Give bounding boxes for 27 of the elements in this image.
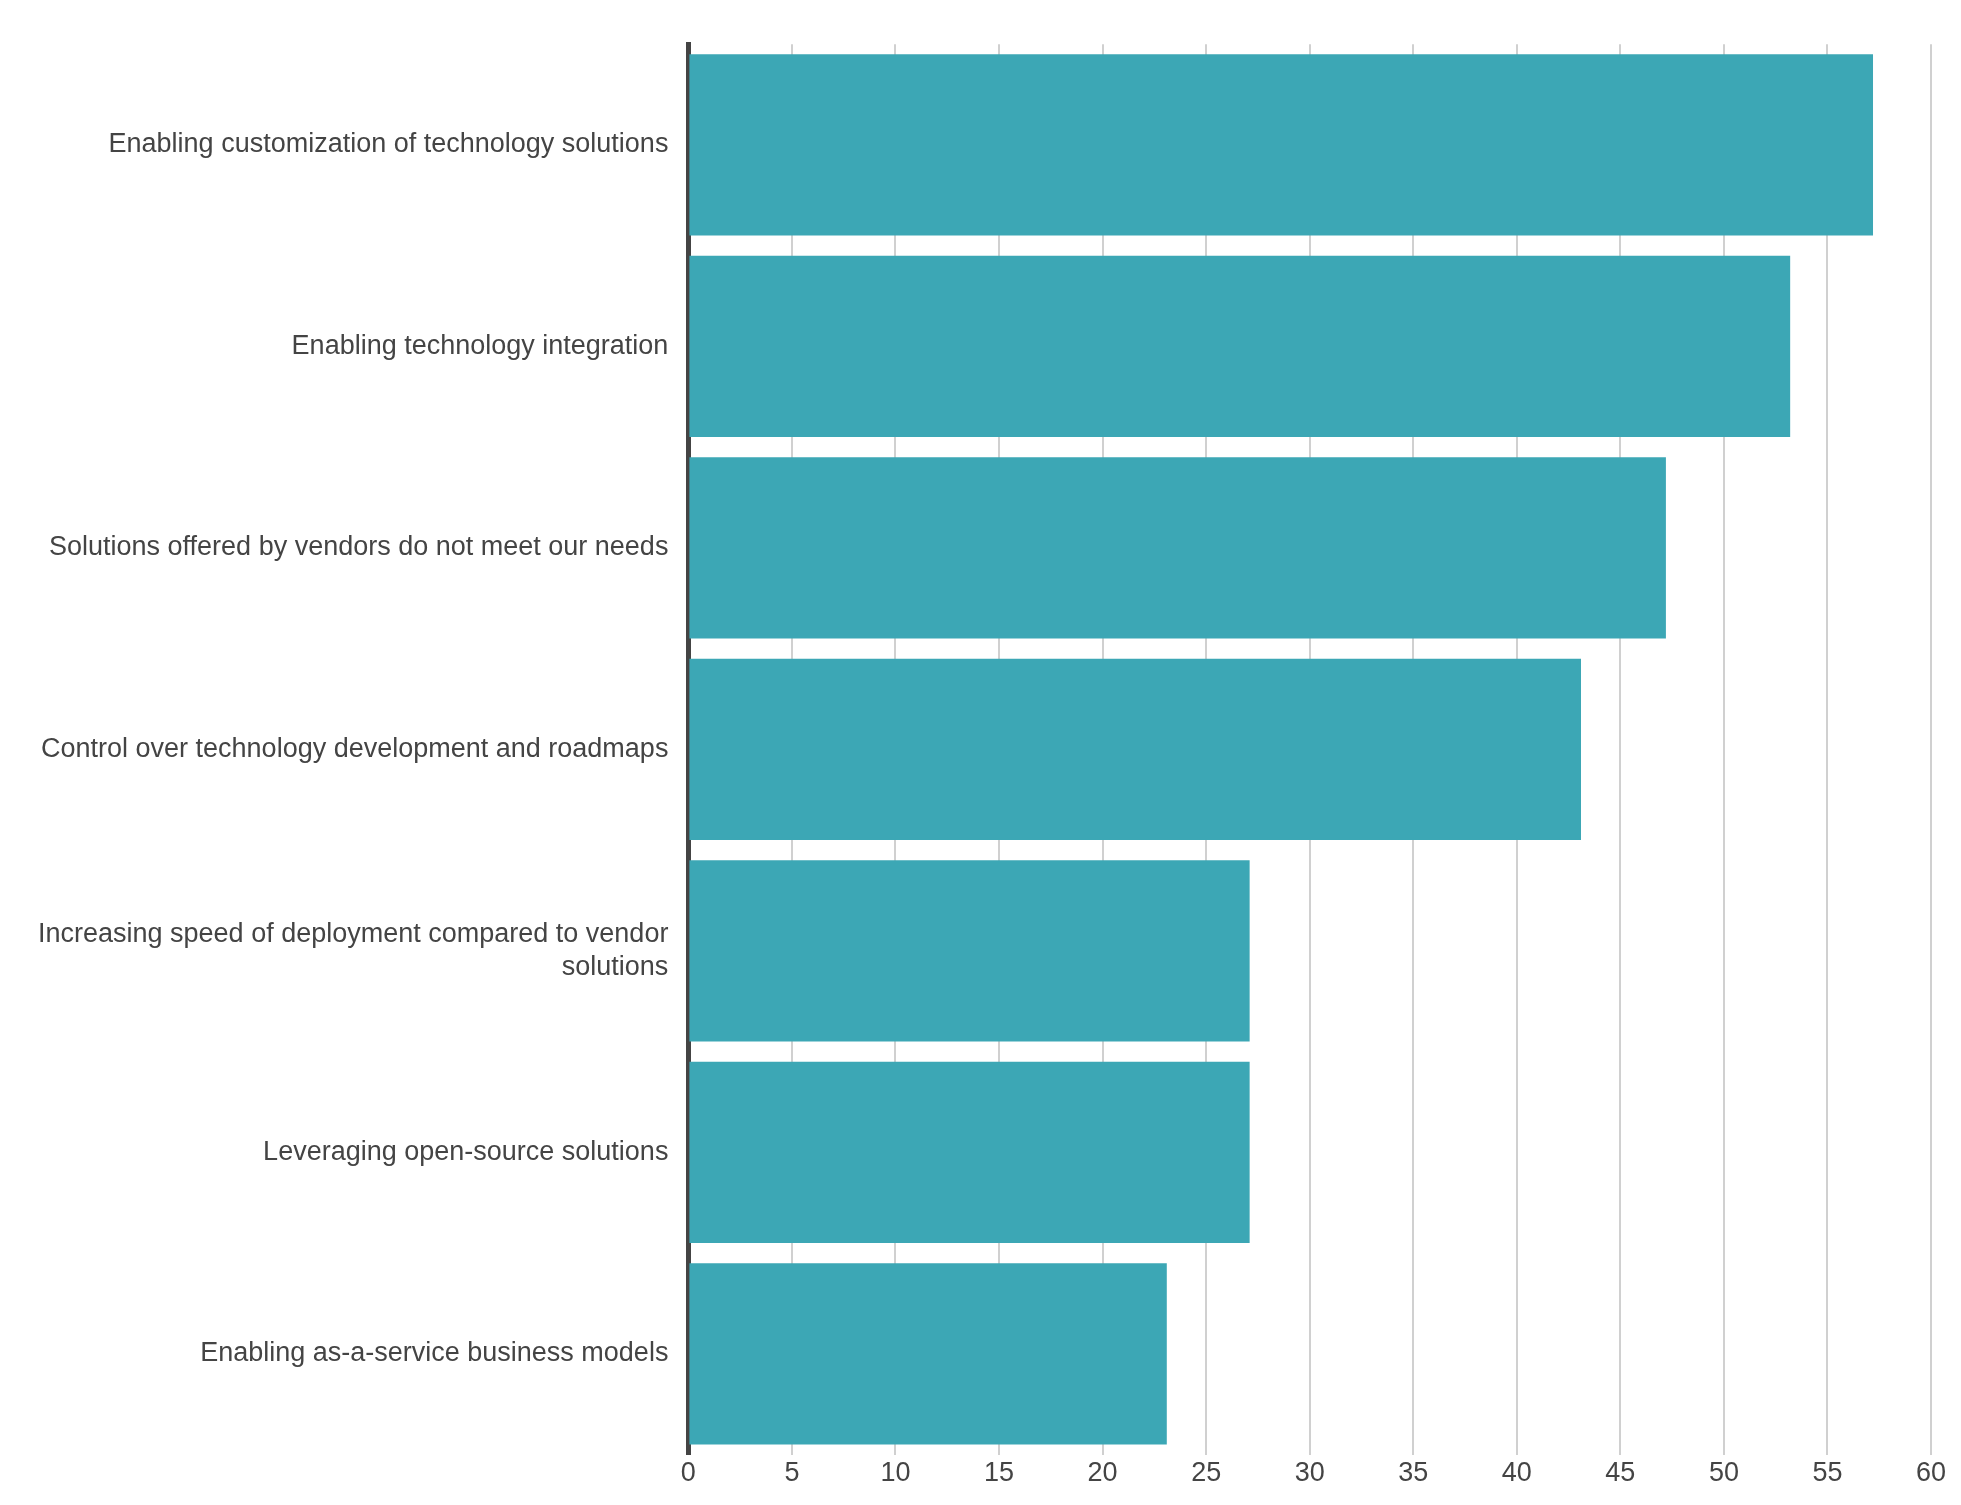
bar	[689, 1061, 1250, 1244]
x-tick-label: 60	[1915, 1457, 1947, 1488]
y-tick-label: Control over technology development and roadmaps	[41, 732, 669, 763]
x-tick-label: 25	[1191, 1457, 1222, 1488]
bar	[689, 1263, 1167, 1445]
bar	[689, 457, 1666, 639]
bar	[689, 54, 1874, 236]
bar	[689, 658, 1581, 841]
x-tick-label: 30	[1294, 1457, 1325, 1488]
x-tick-label: 0	[680, 1457, 696, 1488]
bar	[689, 255, 1791, 438]
bar	[689, 860, 1250, 1042]
x-tick-label: 35	[1398, 1457, 1429, 1488]
x-tick-label: 45	[1605, 1457, 1636, 1488]
x-tick-label: 15	[984, 1457, 1015, 1488]
x-tick-label: 55	[1812, 1457, 1843, 1488]
x-tick-label: 20	[1087, 1457, 1118, 1488]
x-tick-label: 50	[1708, 1457, 1739, 1488]
y-tick-label: Enabling technology integration	[291, 329, 669, 360]
y-tick-label: Enabling as-a-service business models	[200, 1337, 669, 1368]
x-tick-label: 40	[1501, 1457, 1532, 1488]
y-tick-label: Solutions offered by vendors do not meet our needs	[48, 531, 669, 562]
x-tick-label: 5	[784, 1457, 800, 1488]
y-tick-label: Leveraging open-source solutions	[263, 1135, 669, 1166]
y-tick-label: Increasing speed of deployment compared to vendor solutions	[38, 918, 669, 981]
x-tick-label: 10	[880, 1457, 911, 1488]
y-tick-label: Enabling customization of technology solutions	[108, 128, 669, 159]
